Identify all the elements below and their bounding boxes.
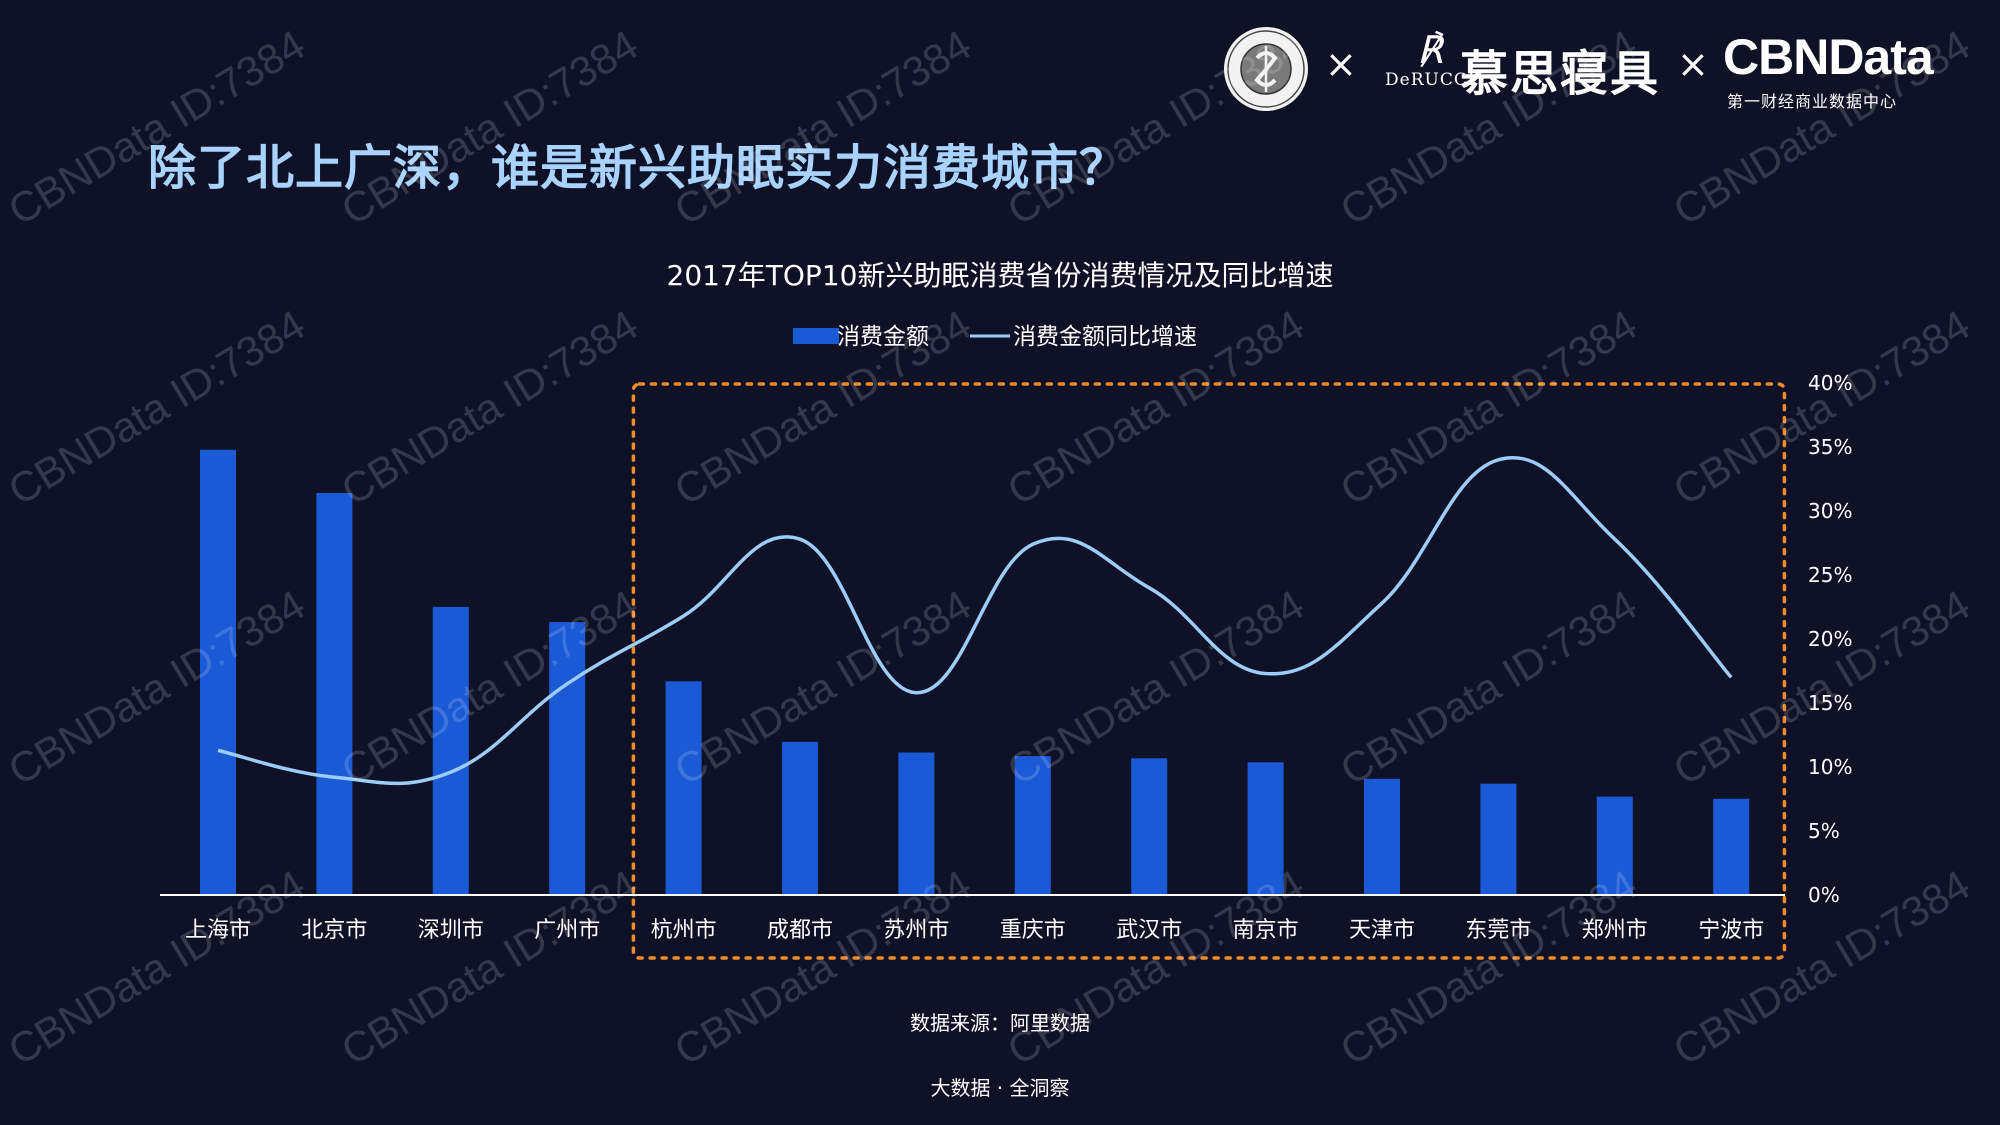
x-tick-label: 宁波市: [1698, 918, 1764, 943]
y-tick-label: 15%: [1808, 691, 1852, 715]
bar-武汉市: [1131, 758, 1168, 895]
bar-重庆市: [1014, 756, 1051, 895]
brand-bar: × ℟ DeRUCCI 慕思寝具 × CBNData 第一财经商业数据中心: [1215, 22, 1975, 117]
y-tick-label: 25%: [1808, 563, 1852, 587]
x-tick-label: 武汉市: [1116, 918, 1182, 943]
x-tick-label: 郑州市: [1582, 918, 1648, 943]
bar-东莞市: [1480, 783, 1517, 895]
brand-separator: ×: [1325, 42, 1357, 86]
x-tick-label: 杭州市: [651, 918, 717, 943]
x-tick-label: 北京市: [301, 918, 367, 943]
right-axis-labels: 0% 5% 10% 15% 20% 25% 30% 35% 40%: [1808, 371, 1852, 907]
x-tick-label: 苏州市: [883, 918, 949, 943]
y-tick-label: 20%: [1808, 627, 1852, 651]
chart-legend: 消费金额 消费金额同比增速: [793, 324, 1197, 350]
legend-label-bar: 消费金额: [837, 324, 929, 350]
legend-label-line: 消费金额同比增速: [1013, 324, 1197, 350]
x-tick-label: 深圳市: [418, 918, 484, 943]
y-tick-label: 40%: [1808, 371, 1852, 395]
x-tick-label: 南京市: [1233, 918, 1299, 943]
cbndata-subtitle: 第一财经商业数据中心: [1727, 92, 1898, 111]
bar-北京市: [316, 492, 353, 895]
y-tick-label: 5%: [1808, 819, 1840, 843]
x-axis-labels: 上海市 北京市 深圳市 广州市 杭州市 成都市 苏州市 重庆市 武汉市 南京市 天津市 东莞市 郑州市 宁…: [185, 918, 1764, 943]
bar-天津市: [1364, 778, 1400, 895]
brand-separator: ×: [1677, 42, 1709, 86]
x-tick-label: 上海市: [185, 918, 251, 943]
bar-南京市: [1247, 762, 1284, 895]
y-tick-label: 30%: [1808, 499, 1852, 523]
bar-苏州市: [898, 752, 935, 895]
x-tick-label: 成都市: [767, 918, 833, 943]
x-tick-label: 重庆市: [1000, 918, 1066, 943]
page-title: 除了北上广深，谁是新兴助眠实力消费城市？: [148, 140, 1129, 196]
highlight-box: [631, 382, 1787, 960]
chart-title: 2017年TOP10新兴助眠消费省份消费情况及同比增速: [667, 259, 1334, 292]
derucci-monogram: ℟: [1417, 28, 1443, 72]
bar-杭州市: [665, 681, 702, 895]
data-source-note: 数据来源：阿里数据: [910, 1011, 1090, 1035]
derucci-name: DeRUCCI: [1385, 70, 1476, 90]
bar-广州市: [549, 622, 586, 895]
bar-上海市: [200, 449, 236, 895]
x-tick-label: 天津市: [1349, 918, 1415, 943]
y-tick-label: 0%: [1808, 883, 1840, 907]
bar-series: [200, 449, 1750, 895]
bar-深圳市: [432, 606, 469, 895]
bar-宁波市: [1713, 798, 1750, 895]
y-tick-label: 35%: [1808, 435, 1852, 459]
footer-credit: 大数据 · 全洞察: [930, 1076, 1070, 1100]
x-tick-label: 广州市: [534, 918, 600, 943]
bar-郑州市: [1596, 796, 1633, 895]
y-tick-label: 10%: [1808, 755, 1852, 779]
muse-bedding-logo: 慕思寝具: [1460, 46, 1661, 102]
legend-swatch-bar: [793, 328, 839, 344]
x-tick-label: 东莞市: [1465, 918, 1531, 943]
derucci-logo: ℟ DeRUCCI: [1385, 30, 1475, 90]
bar-成都市: [782, 741, 818, 895]
sleep-research-society-seal-icon: [1224, 27, 1308, 111]
cbndata-logo: CBNData: [1723, 29, 1934, 85]
growth-rate-line: [217, 456, 1733, 786]
